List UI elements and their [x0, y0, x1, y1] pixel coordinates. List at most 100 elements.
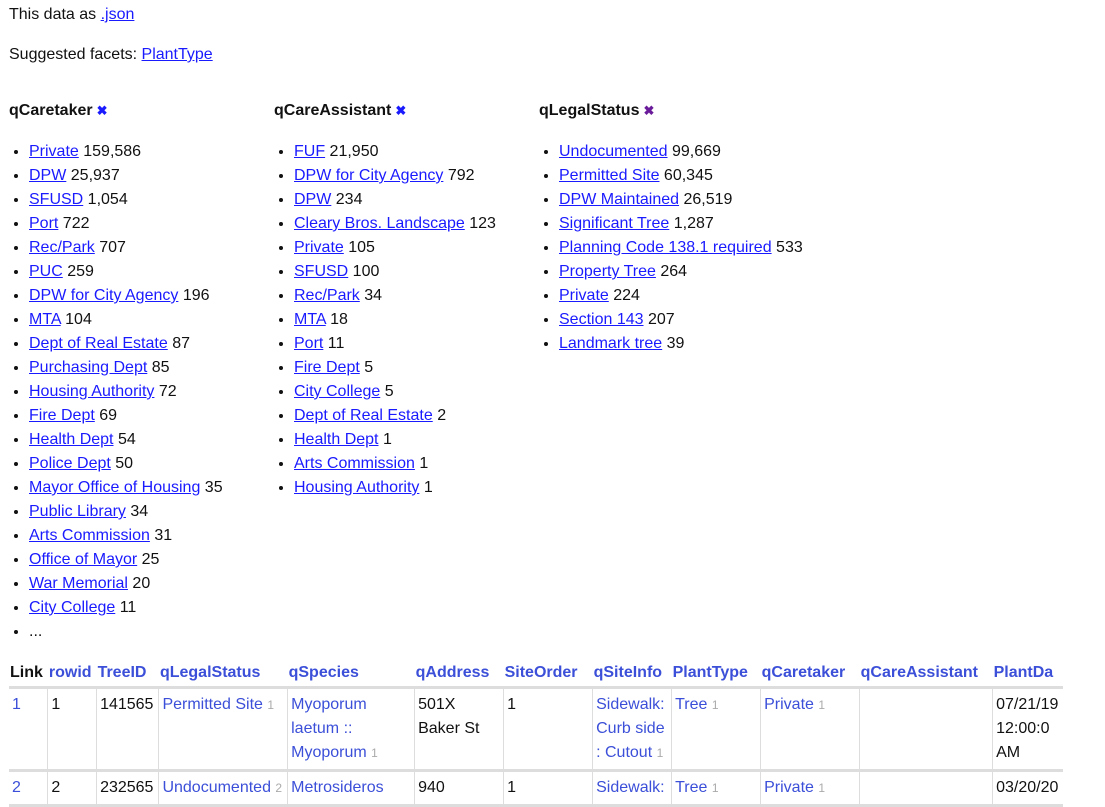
facet-item-link[interactable]: Arts Commission	[29, 527, 150, 544]
facet-list: FUF 21,950DPW for City Agency 792DPW 234…	[274, 140, 539, 500]
facet-item-count: 72	[154, 383, 177, 400]
facet-item-link[interactable]: FUF	[294, 143, 326, 160]
facet-item-link[interactable]: Health Dept	[29, 431, 114, 448]
facet-item-link[interactable]: PUC	[29, 263, 63, 280]
facet-more[interactable]: ...	[29, 620, 274, 644]
site-info-cell[interactable]: Sidewalk: Curb side : Cutout 1	[592, 687, 673, 772]
facet-item-link[interactable]: DPW	[294, 191, 332, 208]
caretaker-cell[interactable]: Private 1	[760, 770, 861, 807]
facet-item-link[interactable]: MTA	[294, 311, 326, 328]
facet-item-link[interactable]: Port	[294, 335, 324, 352]
site-info-cell-link[interactable]: Sidewalk: Curb side : Cutout	[596, 696, 665, 761]
legal-status-cell-link[interactable]: Permitted Site	[162, 696, 263, 713]
facet-item-link[interactable]: Arts Commission	[294, 455, 415, 472]
facet-item-link[interactable]: Section 143	[559, 311, 644, 328]
plant-type-cell-link[interactable]: Tree	[675, 696, 708, 713]
facet-item-link[interactable]: Property Tree	[559, 263, 656, 280]
facet-item-link[interactable]: Cleary Bros. Landscape	[294, 215, 465, 232]
column-header-plantda[interactable]: PlantDa	[992, 660, 1064, 689]
plant-type-cell-link[interactable]: Tree	[675, 779, 708, 796]
column-header-qlegalstatus[interactable]: qLegalStatus	[158, 660, 288, 689]
facet-item-link[interactable]: DPW	[29, 167, 67, 184]
species-cell-link[interactable]: Myoporum laetum :: Myoporum	[291, 696, 367, 761]
facet-item-link[interactable]: Mayor Office of Housing	[29, 479, 201, 496]
link-cell-link[interactable]: 2	[12, 779, 21, 796]
facet-item-link[interactable]: Dept of Real Estate	[294, 407, 433, 424]
column-header-link[interactable]: Link	[9, 660, 48, 689]
legal-status-cell[interactable]: Permitted Site 1	[158, 687, 289, 772]
facet-item: Mayor Office of Housing 35	[29, 476, 274, 500]
facet-item: Significant Tree 1,287	[559, 212, 804, 236]
facet-item-count: 5	[359, 359, 374, 376]
facet-item-link[interactable]: Fire Dept	[294, 359, 360, 376]
facet-item-count: 533	[771, 239, 803, 256]
close-x-icon[interactable]: ✖	[643, 103, 655, 118]
column-header-rowid[interactable]: rowid	[47, 660, 97, 689]
suggested-facet-planttype[interactable]: PlantType	[141, 46, 213, 63]
facet-item-link[interactable]: Port	[29, 215, 59, 232]
facet-item-link[interactable]: Dept of Real Estate	[29, 335, 168, 352]
facet-item-link[interactable]: Planning Code 138.1 required	[559, 239, 772, 256]
facet-item-link[interactable]: Private	[294, 239, 344, 256]
facet-item-link[interactable]: Landmark tree	[559, 335, 663, 352]
facet-item-link[interactable]: Private	[29, 143, 79, 160]
species-cell[interactable]: Myoporum laetum :: Myoporum 1	[287, 687, 416, 772]
plant-type-cell[interactable]: Tree 1	[671, 687, 762, 772]
facet-item-count: 99,669	[667, 143, 721, 160]
facet-item-link[interactable]: Purchasing Dept	[29, 359, 148, 376]
close-x-icon[interactable]: ✖	[96, 103, 108, 118]
facet-item-count: 21,950	[325, 143, 379, 160]
facet-item-link[interactable]: MTA	[29, 311, 61, 328]
column-header-qspecies[interactable]: qSpecies	[287, 660, 415, 689]
link-cell[interactable]: 1	[9, 687, 49, 772]
link-cell-link[interactable]: 1	[12, 696, 21, 713]
facet-item-link[interactable]: Undocumented	[559, 143, 668, 160]
json-link[interactable]: .json	[100, 6, 135, 23]
species-cell[interactable]: Metrosideros	[287, 770, 416, 807]
close-x-icon[interactable]: ✖	[395, 103, 407, 118]
facet-item-link[interactable]: Housing Authority	[29, 383, 155, 400]
plant-type-cell[interactable]: Tree 1	[671, 770, 762, 807]
facet-item-link[interactable]: Fire Dept	[29, 407, 95, 424]
facet-item-link[interactable]: Private	[559, 287, 609, 304]
legal-status-cell[interactable]: Undocumented 2	[158, 770, 289, 807]
site-info-cell[interactable]: Sidewalk:	[592, 770, 673, 807]
facet-item-link[interactable]: Permitted Site	[559, 167, 660, 184]
facet-item-link[interactable]: SFUSD	[29, 191, 84, 208]
facet-item-count: 100	[348, 263, 380, 280]
column-header-qaddress[interactable]: qAddress	[414, 660, 504, 689]
column-header-planttype[interactable]: PlantType	[671, 660, 761, 689]
care-assistant-cell	[859, 687, 994, 772]
facet-item-link[interactable]: Housing Authority	[294, 479, 420, 496]
facet-item-link[interactable]: DPW Maintained	[559, 191, 680, 208]
facet-item-link[interactable]: War Memorial	[29, 575, 128, 592]
column-header-qsiteinfo[interactable]: qSiteInfo	[592, 660, 672, 689]
facet-item-link[interactable]: SFUSD	[294, 263, 349, 280]
column-header-treeid[interactable]: TreeID	[96, 660, 159, 689]
facet-item-link[interactable]: Health Dept	[294, 431, 379, 448]
site-order-cell: 1	[503, 687, 594, 772]
facet-item-link[interactable]: Rec/Park	[29, 239, 95, 256]
caretaker-cell-link[interactable]: Private	[764, 779, 814, 796]
facet-item-link[interactable]: DPW for City Agency	[294, 167, 444, 184]
column-header-siteorder[interactable]: SiteOrder	[503, 660, 593, 689]
facet-item-link[interactable]: Office of Mayor	[29, 551, 138, 568]
facet-item-link[interactable]: Public Library	[29, 503, 126, 520]
site-info-cell-link[interactable]: Sidewalk:	[596, 779, 665, 796]
facet-item-link[interactable]: City College	[294, 383, 381, 400]
results-table-container[interactable]: Link rowid TreeID qLegalStatus qSpecies qAddr…	[9, 660, 1105, 807]
facet-item-link[interactable]: City College	[29, 599, 116, 616]
facet-item-link[interactable]: Significant Tree	[559, 215, 670, 232]
column-header-qcaretaker[interactable]: qCaretaker	[760, 660, 860, 689]
facet-item-link[interactable]: Rec/Park	[294, 287, 360, 304]
facet-item-link[interactable]: Police Dept	[29, 455, 111, 472]
caretaker-cell[interactable]: Private 1	[760, 687, 861, 772]
column-header-qcareassistant[interactable]: qCareAssistant	[859, 660, 993, 689]
facet-item-link[interactable]: DPW for City Agency	[29, 287, 179, 304]
facet-item: MTA 18	[294, 308, 539, 332]
rowid-cell: 2	[47, 770, 98, 807]
link-cell[interactable]: 2	[9, 770, 49, 807]
caretaker-cell-link[interactable]: Private	[764, 696, 814, 713]
legal-status-cell-link[interactable]: Undocumented	[162, 779, 271, 796]
species-cell-link[interactable]: Metrosideros	[291, 779, 384, 796]
